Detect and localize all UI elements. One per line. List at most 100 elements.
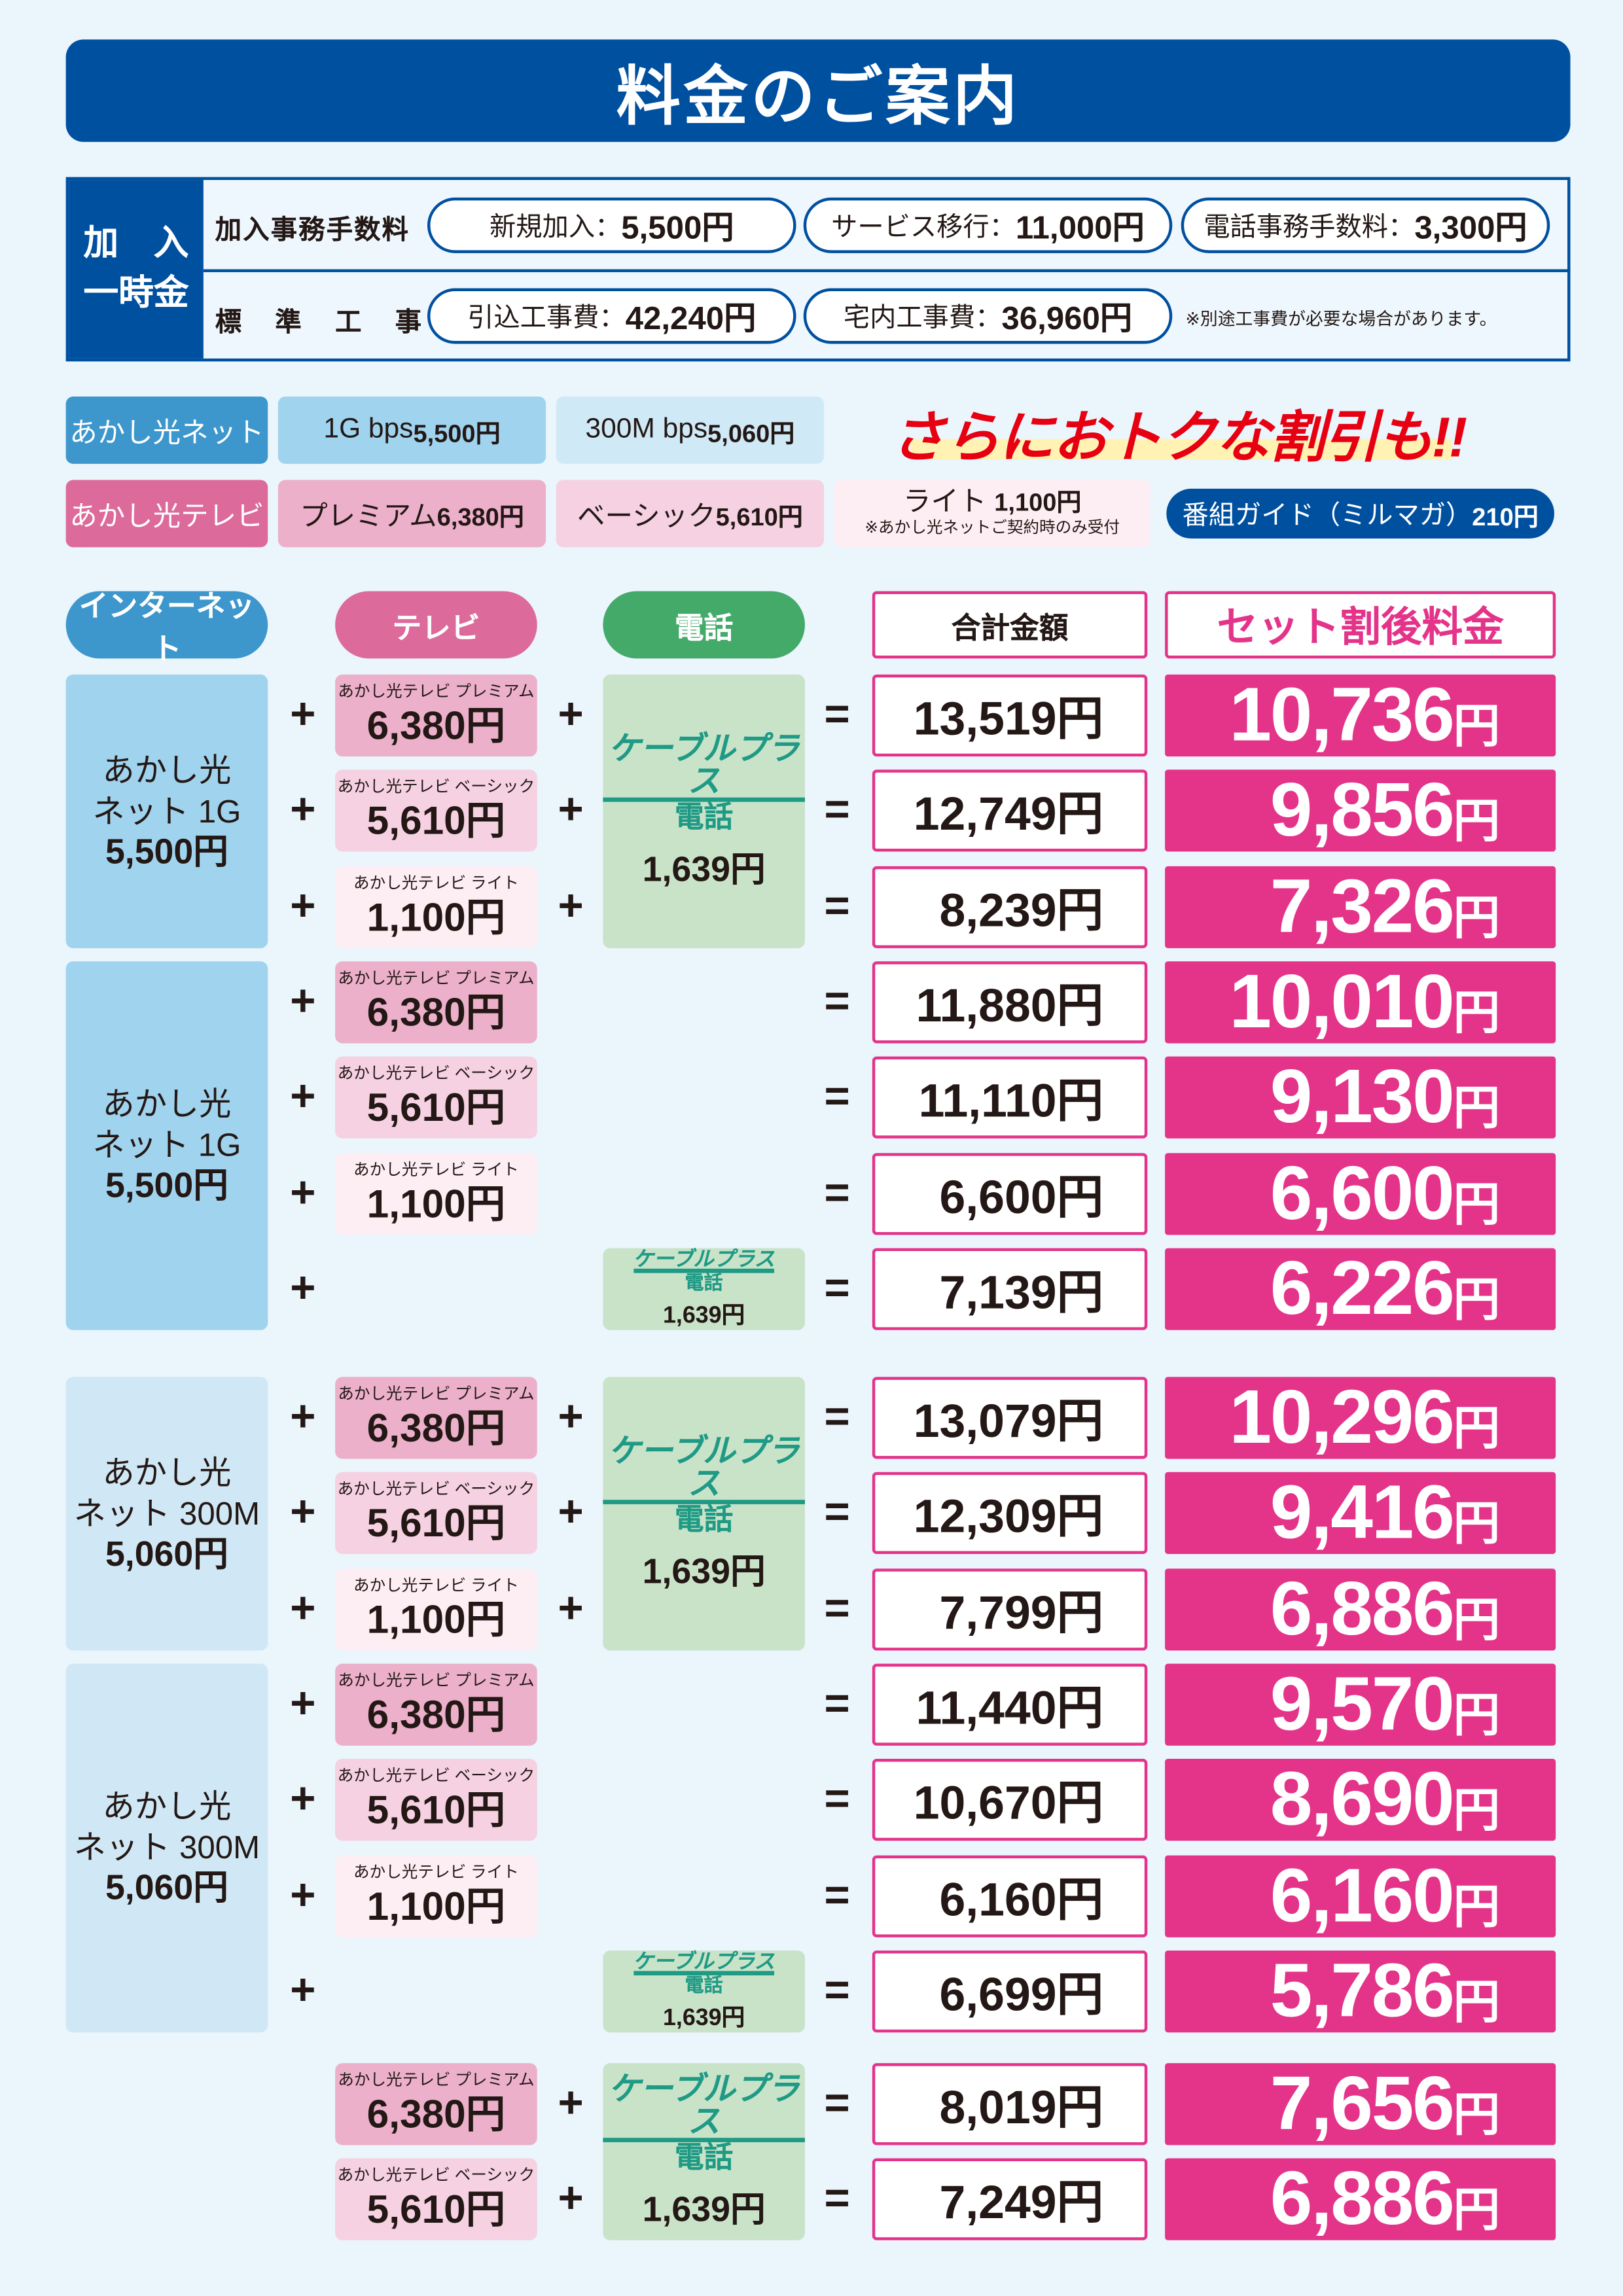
discounted-amount: 8,690 (1270, 1757, 1455, 1843)
tv-plan-price: 5,610円 (366, 1788, 506, 1832)
discounted-amount: 9,570 (1270, 1662, 1455, 1748)
promo-highlight (910, 438, 1452, 460)
internet-name-line2: ネット 300M (73, 1829, 260, 1866)
internet-name-line1: あかし光 (102, 1086, 232, 1123)
tv-plan-name: あかし光テレビ ライト (353, 875, 519, 893)
equals-sign: = (824, 1488, 850, 1537)
discounted-amount: 6,226 (1270, 1246, 1455, 1332)
tv-service-tag: あかし光テレビ (65, 480, 268, 548)
equals-sign: = (824, 1584, 850, 1633)
discounted-price: 10,010 円 (1165, 960, 1556, 1045)
discounted-price: 6,160 円 (1165, 1854, 1556, 1939)
discounted-amount: 6,886 (1270, 2157, 1455, 2242)
plan-name: プレミアム (300, 501, 437, 532)
plan-basic-tag: ベーシック 5,610円 (556, 480, 825, 548)
phone-label: 電話 (685, 1974, 723, 1997)
tv-plan-name: あかし光テレビ ライト (353, 1864, 519, 1882)
total-amount: 13,079円 (872, 1377, 1148, 1459)
plus-sign: + (290, 1871, 316, 1920)
fee-pill: 宅内工事費： 36,960円 (803, 288, 1173, 344)
phone-block: ケーブルプラス 電話 1,639円 (603, 674, 805, 949)
cable-plus-logo: ケーブルプラス (633, 1951, 775, 1976)
guide-price: 210円 (1472, 503, 1539, 531)
plan-price: 5,610円 (715, 503, 803, 531)
discounted-amount: 7,326 (1270, 864, 1455, 950)
tv-plan-name: あかし光テレビ プレミアム (338, 2072, 535, 2090)
discounted-price: 9,856 円 (1165, 768, 1556, 853)
discounted-amount: 9,856 (1270, 768, 1455, 853)
fee-pill: 電話事務手数料： 3,300円 (1181, 197, 1550, 253)
plan-300m-tag: 300M bps 5,060円 (556, 397, 825, 464)
fee-price: 5,500円 (621, 209, 734, 246)
plus-sign: + (558, 882, 584, 931)
total-amount: 8,239円 (872, 866, 1148, 949)
plan-note: ※あかし光ネットご契約時のみ受付 (865, 519, 1120, 537)
discounted-price: 10,296 円 (1165, 1375, 1556, 1460)
internet-plan-block: あかし光 ネット 1G 5,500円 (65, 961, 268, 1330)
fee-pill: 引込工事費： 42,240円 (427, 288, 796, 344)
guide-name: 番組ガイド（ミルマガ） (1182, 500, 1472, 530)
tv-plan-box: あかし光テレビ プレミアム 6,380円 (335, 961, 537, 1044)
internet-plan-block: あかし光 ネット 300M 5,060円 (65, 1663, 268, 2033)
tv-plan-name: あかし光テレビ ベーシック (337, 1481, 535, 1498)
tv-plan-name: あかし光テレビ ライト (353, 1161, 519, 1180)
yen-unit: 円 (1453, 699, 1501, 752)
equals-sign: = (824, 1264, 850, 1313)
divider (203, 269, 1571, 272)
plan-premium-tag: プレミアム 6,380円 (277, 480, 546, 548)
discounted-amount: 7,656 (1270, 2061, 1455, 2147)
equals-sign: = (824, 977, 850, 1026)
tv-plan-price: 1,100円 (366, 1182, 506, 1227)
internet-price: 5,060円 (105, 1868, 228, 1909)
discounted-price: 8,690 円 (1165, 1757, 1556, 1843)
total-amount: 12,749円 (872, 769, 1148, 852)
internet-name-line2: ネット 1G (92, 792, 241, 829)
total-amount: 7,249円 (872, 2158, 1148, 2240)
plan-1g-tag: 1G bps 5,500円 (277, 397, 546, 464)
internet-service-tag: あかし光ネット (65, 397, 268, 464)
discounted-price: 6,226 円 (1165, 1246, 1556, 1332)
phone-label: 電話 (674, 801, 734, 834)
tv-plan-box: あかし光テレビ ライト 1,100円 (335, 1153, 537, 1235)
discounted-price: 6,886 円 (1165, 1567, 1556, 1652)
phone-price: 1,639円 (642, 2189, 766, 2230)
plus-sign: + (558, 785, 584, 834)
yen-unit: 円 (1453, 1688, 1501, 1742)
tv-plan-name: あかし光テレビ ベーシック (337, 778, 535, 796)
plan-lite-tag: ライト 1,100円 ※あかし光ネットご契約時のみ受付 (834, 480, 1150, 548)
internet-price: 5,500円 (105, 1166, 228, 1206)
plus-sign: + (290, 1680, 316, 1729)
plan-price: 5,060円 (707, 419, 795, 448)
total-amount: 6,600円 (872, 1153, 1148, 1235)
internet-name-line1: あかし光 (102, 751, 232, 788)
discounted-amount: 10,736 (1229, 673, 1454, 758)
tv-plan-box: あかし光テレビ プレミアム 6,380円 (335, 1377, 537, 1459)
discounted-price: 9,130 円 (1165, 1055, 1556, 1140)
tv-plan-box: あかし光テレビ ライト 1,100円 (335, 1855, 537, 1937)
tv-plan-name: あかし光テレビ ベーシック (337, 1065, 535, 1083)
yen-unit: 円 (1453, 891, 1501, 944)
column-header-tv: テレビ (335, 591, 537, 659)
tv-plan-price: 1,100円 (366, 1884, 506, 1929)
phone-block: ケーブルプラス 電話 1,639円 (603, 2063, 805, 2240)
equals-sign: = (824, 785, 850, 834)
promo-text: さらにおトクな割引も!! (890, 407, 1467, 469)
fee-name: 電話事務手数料： (1204, 212, 1415, 241)
tv-plan-box: あかし光テレビ ベーシック 5,610円 (335, 2158, 537, 2240)
total-amount: 6,160円 (872, 1855, 1148, 1937)
total-amount: 10,670円 (872, 1759, 1148, 1841)
fee-pill: サービス移行： 11,000円 (803, 197, 1173, 253)
equals-sign: = (824, 2174, 850, 2223)
total-amount: 7,799円 (872, 1568, 1148, 1651)
tv-plan-box: あかし光テレビ ベーシック 5,610円 (335, 1056, 537, 1139)
tv-plan-name: あかし光テレビ プレミアム (338, 970, 535, 988)
column-header-final: セット割後料金 (1165, 591, 1556, 659)
fee-note: ※別途工事費が必要な場合があります。 (1185, 308, 1497, 330)
total-amount: 8,019円 (872, 2063, 1148, 2146)
page-title: 料金のご案内 (65, 39, 1571, 142)
plus-sign: + (290, 785, 316, 834)
plus-sign: + (558, 1392, 584, 1441)
discounted-amount: 5,786 (1270, 1949, 1455, 2034)
total-amount: 12,309円 (872, 1472, 1148, 1554)
plan-price: 5,500円 (413, 419, 501, 448)
